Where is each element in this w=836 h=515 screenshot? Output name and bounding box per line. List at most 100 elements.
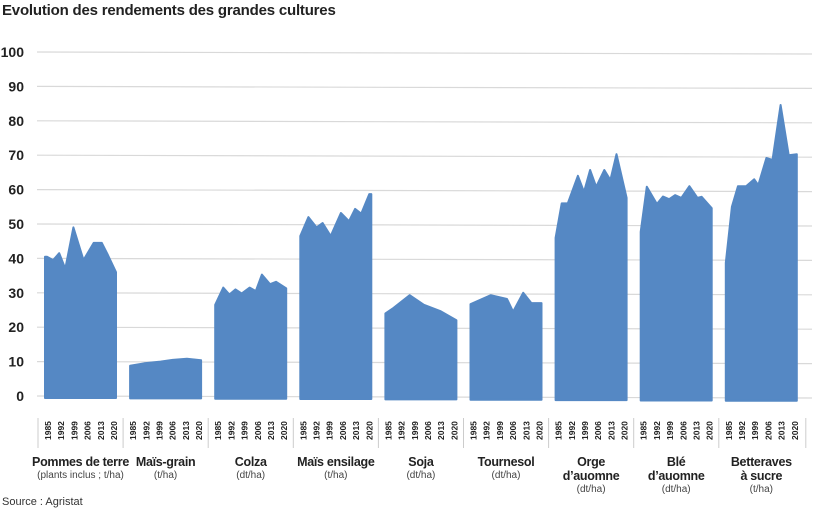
category-unit: (dt/ha) — [661, 484, 691, 495]
y-tick-label: 80 — [8, 113, 24, 129]
area-series — [44, 226, 117, 399]
category-unit: (dt/ha) — [491, 470, 521, 481]
area-series — [554, 153, 628, 402]
y-tick-label: 0 — [16, 388, 24, 404]
x-tick-label: 1999 — [69, 421, 79, 440]
category-unit: (dt/ha) — [406, 470, 436, 481]
category-label: Maïs-grain (t/ha) — [111, 455, 221, 482]
x-tick-label: 1992 — [56, 421, 66, 440]
x-tick-label: 2006 — [423, 421, 433, 440]
gridline — [36, 51, 813, 55]
y-tick-label: 20 — [8, 319, 24, 335]
x-tick-label: 1999 — [410, 421, 420, 440]
y-tick-label: 90 — [8, 78, 24, 94]
category-name: d’auomne — [562, 469, 620, 483]
x-tick-label: 2013 — [181, 421, 191, 440]
category-name: Betteraves — [730, 455, 792, 469]
x-tick-label: 2013 — [96, 421, 106, 440]
category-unit: (t/ha) — [153, 470, 178, 481]
category-label: Colza (dt/ha) — [196, 455, 306, 482]
x-tick-label: 2020 — [705, 421, 715, 440]
x-tick-label: 2020 — [364, 421, 374, 440]
category-unit: (dt/ha) — [236, 470, 266, 481]
x-tick-label: 2006 — [508, 421, 518, 440]
gridline — [36, 85, 813, 89]
x-tick-label: 2006 — [253, 421, 263, 440]
y-tick-label: 70 — [8, 147, 24, 163]
category-name: Orge — [577, 455, 606, 469]
category-unit: (t/ha) — [749, 484, 773, 495]
x-tick-label: 2013 — [777, 421, 787, 440]
area-series — [639, 185, 713, 402]
x-tick-label: 2006 — [678, 421, 688, 440]
x-tick-label: 2020 — [535, 421, 545, 440]
x-tick-label: 2020 — [109, 421, 119, 440]
x-tick-label: 2006 — [168, 421, 178, 440]
area-series — [724, 104, 798, 402]
x-tick-label: 1992 — [226, 421, 236, 440]
x-tick-label: 1992 — [567, 421, 577, 440]
category-label: Betteraves à sucre (t/ha) — [706, 455, 816, 496]
x-tick-label: 1992 — [652, 421, 662, 440]
x-tick-label: 2020 — [194, 421, 204, 440]
x-tick-label: 2013 — [351, 421, 361, 440]
x-tick-label: 1999 — [665, 421, 675, 440]
x-tick-label: 2020 — [449, 421, 459, 440]
x-tick-label: 1985 — [213, 421, 223, 440]
category-label: Soja (dt/ha) — [366, 455, 476, 482]
category-name: Blé — [666, 455, 686, 469]
x-tick-label: 2013 — [266, 421, 276, 440]
area-series — [299, 193, 373, 401]
category-name: Soja — [408, 455, 434, 469]
x-tick-label: 1985 — [469, 421, 479, 440]
category-name: Maïs ensilage — [297, 455, 375, 469]
x-tick-label: 1999 — [240, 421, 250, 440]
source-note: Source : Agristat — [2, 496, 83, 508]
x-tick-label: 1999 — [750, 421, 760, 440]
x-tick-label: 2006 — [83, 421, 93, 440]
category-label: Blé d’auomne (dt/ha) — [621, 455, 731, 496]
chart-title: Evolution des rendements des grandes cul… — [2, 2, 336, 19]
x-tick-label: 2006 — [338, 421, 348, 440]
x-tick-label: 2020 — [620, 421, 630, 440]
x-tick-label: 1999 — [325, 421, 335, 440]
category-name: Maïs-grain — [135, 455, 196, 469]
x-tick-label: 1992 — [482, 421, 492, 440]
category-name: à sucre — [740, 469, 783, 483]
category-name: Tournesol — [477, 455, 535, 469]
x-tick-label: 1992 — [141, 421, 151, 440]
category-unit: (plants inclus ; t/ha) — [37, 470, 124, 481]
x-tick-label: 1985 — [298, 421, 308, 440]
x-tick-label: 1985 — [383, 421, 393, 440]
x-tick-label: 1999 — [580, 421, 590, 440]
area-series — [214, 273, 288, 400]
y-tick-label: 30 — [8, 285, 24, 301]
y-tick-label: 40 — [8, 250, 24, 266]
x-tick-label: 2013 — [606, 421, 616, 440]
x-tick-label: 1992 — [737, 421, 747, 440]
x-tick-label: 1985 — [639, 421, 649, 440]
x-tick-label: 1985 — [724, 421, 734, 440]
y-tick-label: 10 — [8, 354, 24, 370]
category-label: Orge d’auomne (dt/ha) — [536, 455, 646, 496]
area-series — [129, 357, 203, 400]
category-name: d’auomne — [647, 469, 705, 483]
category-unit: (t/ha) — [324, 470, 348, 481]
x-tick-label: 2020 — [790, 421, 800, 440]
gridline — [36, 154, 813, 158]
category-label: Tournesol (dt/ha) — [451, 455, 561, 482]
x-tick-label: 2020 — [279, 421, 289, 440]
y-tick-label: 50 — [8, 216, 24, 232]
area-series — [469, 291, 543, 401]
x-tick-label: 2006 — [593, 421, 603, 440]
x-tick-label: 2013 — [436, 421, 446, 440]
area-series — [384, 294, 458, 401]
x-tick-label: 1992 — [397, 421, 407, 440]
x-tick-label: 1992 — [312, 421, 322, 440]
y-tick-label: 60 — [8, 182, 24, 198]
x-tick-label: 2013 — [692, 421, 702, 440]
x-tick-label: 2006 — [763, 421, 773, 440]
category-label: Pommes de terre (plants inclus ; t/ha) — [26, 455, 136, 482]
x-tick-label: 1985 — [554, 421, 564, 440]
